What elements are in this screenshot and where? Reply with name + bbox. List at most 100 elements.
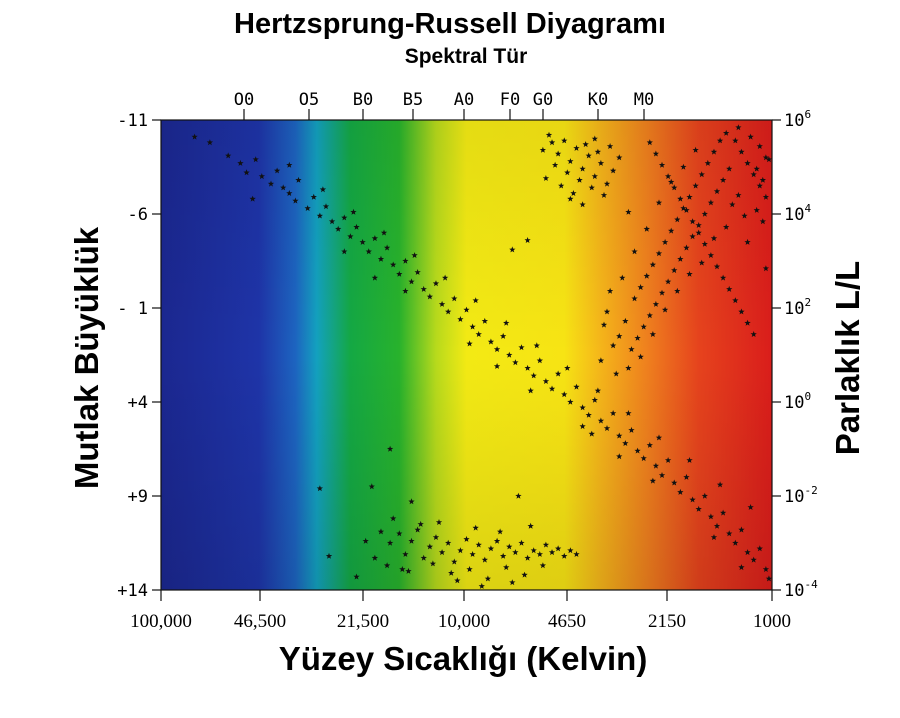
star-point <box>753 206 760 213</box>
star-points <box>191 124 773 589</box>
star-point <box>555 545 562 552</box>
star-point <box>579 201 586 208</box>
star-point <box>735 191 742 198</box>
star-point <box>707 252 714 258</box>
star-point <box>588 430 595 437</box>
star-point <box>420 285 427 292</box>
star-point <box>469 323 476 330</box>
star-point <box>506 351 513 358</box>
star-point <box>597 159 605 166</box>
star-point <box>445 308 452 315</box>
y-right-tick-exponent: -2 <box>804 484 817 497</box>
star-point <box>686 270 693 277</box>
star-point <box>408 498 415 505</box>
star-point <box>435 519 443 525</box>
star-point <box>405 567 412 574</box>
star-point <box>377 255 385 262</box>
star-point <box>524 554 531 561</box>
star-point <box>594 387 601 394</box>
star-point <box>753 165 760 172</box>
plot-frame <box>160 119 773 591</box>
spectral-type-label: O5 <box>299 90 319 110</box>
x-tick-label: 46,500 <box>234 611 286 632</box>
star-point <box>466 566 473 572</box>
star-point <box>658 161 666 168</box>
star-point <box>548 385 556 392</box>
star-point <box>451 558 458 565</box>
star-point <box>665 278 672 285</box>
y-left-tick-label: +9 <box>128 487 148 507</box>
star-point <box>463 306 470 313</box>
star-point <box>524 364 531 371</box>
star-point <box>692 182 699 189</box>
spectral-type-label: F0 <box>500 90 520 110</box>
star-point <box>720 274 727 281</box>
star-point <box>579 165 586 172</box>
star-point <box>552 161 559 168</box>
star-point <box>765 575 773 582</box>
star-point <box>292 197 299 204</box>
y-right-tick-label: 106 <box>784 108 811 131</box>
star-point <box>426 293 433 300</box>
star-point <box>756 143 763 149</box>
star-point <box>729 201 736 208</box>
star-point <box>524 237 531 243</box>
star-point <box>518 344 525 351</box>
star-point <box>689 496 696 503</box>
spectral-type-label: M0 <box>634 90 654 110</box>
spectral-type-label: K0 <box>588 90 608 110</box>
star-point <box>564 364 571 371</box>
star-point <box>759 218 766 225</box>
spectrum-shade <box>161 120 772 590</box>
star-point <box>606 287 614 294</box>
star-point <box>671 479 678 486</box>
star-point <box>487 545 495 552</box>
star-point <box>408 278 415 285</box>
star-point <box>206 139 213 146</box>
star-point <box>503 564 510 571</box>
star-point <box>310 193 317 200</box>
star-group-main-sequence <box>191 133 773 582</box>
star-point <box>371 554 378 561</box>
star-point <box>286 190 293 196</box>
y-right-tick-label: 104 <box>784 202 811 225</box>
star-point <box>542 541 550 548</box>
star-point <box>500 332 507 339</box>
star-point <box>371 274 378 281</box>
star-point <box>738 148 745 155</box>
star-point <box>665 457 672 463</box>
star-point <box>726 530 733 537</box>
star-point <box>527 387 534 394</box>
star-point <box>738 526 745 533</box>
star-point <box>371 235 378 242</box>
star-point <box>655 199 663 206</box>
star-point <box>707 199 714 206</box>
star-point <box>591 135 598 142</box>
star-point <box>649 477 656 484</box>
star-point <box>493 537 501 544</box>
star-point <box>631 248 638 255</box>
star-point <box>683 206 690 213</box>
y-right-tick-exponent: 6 <box>804 108 811 121</box>
x-tick-label: 2150 <box>648 611 686 632</box>
star-point <box>619 274 626 281</box>
y-left-tick-label: - 1 <box>117 299 148 319</box>
star-point <box>677 488 684 495</box>
star-point <box>695 222 702 228</box>
star-point <box>402 551 409 557</box>
star-point <box>723 223 730 230</box>
y-right-tick-label: 102 <box>784 296 811 319</box>
star-point <box>765 156 773 163</box>
star-point <box>576 176 583 183</box>
star-point <box>555 150 562 157</box>
star-point <box>396 530 403 537</box>
star-point <box>646 441 653 448</box>
star-point <box>377 528 385 535</box>
star-point <box>579 404 586 411</box>
star-point <box>249 195 256 202</box>
star-point <box>597 357 605 364</box>
star-point <box>585 411 592 418</box>
star-point <box>579 423 586 430</box>
star-point <box>741 212 748 219</box>
